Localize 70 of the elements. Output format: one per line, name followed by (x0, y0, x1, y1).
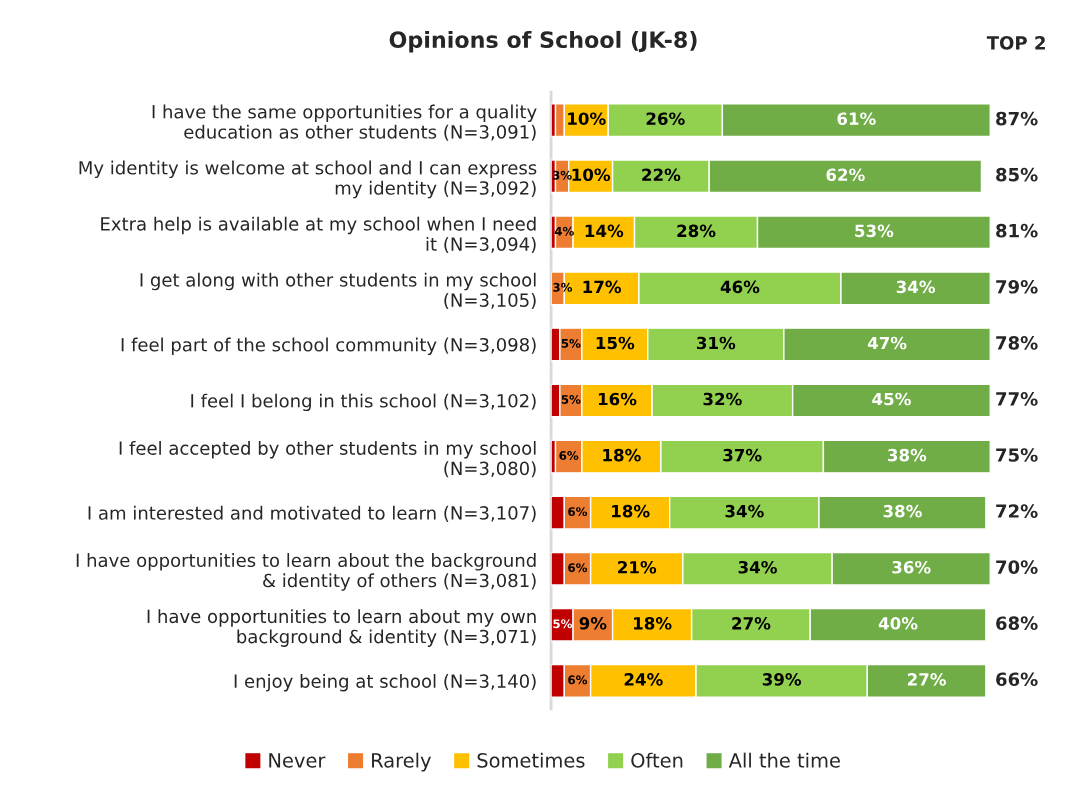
text: 66% (996, 672, 1038, 687)
data-label: 14% (585, 224, 624, 238)
y-tick-label: I get along with other students in my school (N=3,105) (140, 272, 536, 310)
y-tick-label: I am interested and motivated to learn (N=3,107) (88, 505, 536, 522)
data-label: 38% (887, 448, 927, 462)
data-label: 36% (892, 560, 931, 574)
data-label: 40% (878, 617, 918, 630)
legend-label: Often (631, 752, 683, 768)
data-label: 17% (583, 280, 622, 294)
data-label: 28% (677, 224, 716, 238)
legend-label: Never (269, 753, 326, 768)
text: 78% (996, 336, 1038, 350)
text: 85% (996, 167, 1038, 182)
data-label: 18% (634, 617, 672, 630)
data-label: 5% (553, 619, 573, 629)
data-label: 32% (703, 392, 742, 406)
text: TOP 2 (986, 36, 1045, 50)
text: 77% (996, 392, 1038, 406)
y-tick-label: I feel accepted by other students in my school (N=3,080) (119, 440, 536, 478)
text: 87% (996, 111, 1038, 126)
data-label: 6% (568, 675, 588, 685)
data-label: 61% (837, 112, 876, 125)
data-label: 18% (612, 504, 650, 518)
y-tick-label: I enjoy being at school (N=3,140) (234, 673, 536, 692)
data-label: 27% (732, 617, 771, 630)
data-label: 5% (561, 338, 581, 348)
data-label: 10% (568, 112, 606, 125)
data-label: 39% (762, 673, 802, 686)
data-label: 6% (559, 451, 579, 460)
data-label: 45% (872, 392, 911, 406)
legend-label: Rarely (372, 752, 431, 772)
data-label: 5% (561, 395, 581, 404)
legend-label: All the time (728, 752, 840, 768)
data-label: 16% (598, 392, 637, 406)
data-label: 6% (568, 563, 588, 573)
data-label: 34% (896, 280, 936, 294)
text: 70% (996, 560, 1038, 574)
data-label: 6% (568, 507, 588, 517)
data-label: 24% (624, 673, 663, 686)
chart-title: Opinions of School (JK-8) (389, 30, 697, 53)
y-tick-label: My identity is welcome at school and I can express my identity (N=3,092) (79, 160, 537, 199)
data-label: 9% (579, 617, 607, 630)
data-label: 15% (596, 336, 635, 350)
data-label: 46% (720, 280, 760, 294)
data-label: 27% (907, 673, 946, 686)
data-label: 53% (855, 224, 894, 238)
text: 68% (996, 616, 1038, 631)
data-label: 47% (867, 336, 907, 350)
y-tick-label: Extra help is available at my school when I need it (N=3,094) (101, 216, 536, 254)
legend-label: Sometimes (477, 752, 585, 768)
y-tick-label: I have opportunities to learn about my own background & identity (N=3,071) (147, 609, 536, 647)
text: 75% (996, 448, 1038, 462)
data-label: 10% (572, 168, 611, 182)
data-label: 21% (618, 560, 657, 574)
data-label: 22% (642, 168, 681, 182)
text: 81% (996, 223, 1038, 238)
data-label: 34% (738, 560, 777, 574)
data-label: 31% (696, 336, 736, 350)
data-label: 18% (603, 448, 641, 462)
data-label: 26% (646, 112, 685, 125)
data-label: 62% (826, 168, 865, 182)
y-tick-label: I have opportunities to learn about the background & identity of others (N=3,081) (76, 553, 536, 591)
text: 79% (996, 279, 1038, 294)
text: 72% (996, 504, 1038, 518)
data-label: 38% (883, 504, 922, 518)
y-tick-label: I feel I belong in this school (N=3,102) (191, 393, 536, 412)
data-label: 34% (725, 504, 764, 518)
y-tick-label: I have the same opportunities for a quality education as other students (N=3,091) (152, 104, 537, 141)
y-tick-label: I feel part of the school community (N=3,098) (121, 337, 536, 356)
data-label: 37% (723, 448, 762, 462)
